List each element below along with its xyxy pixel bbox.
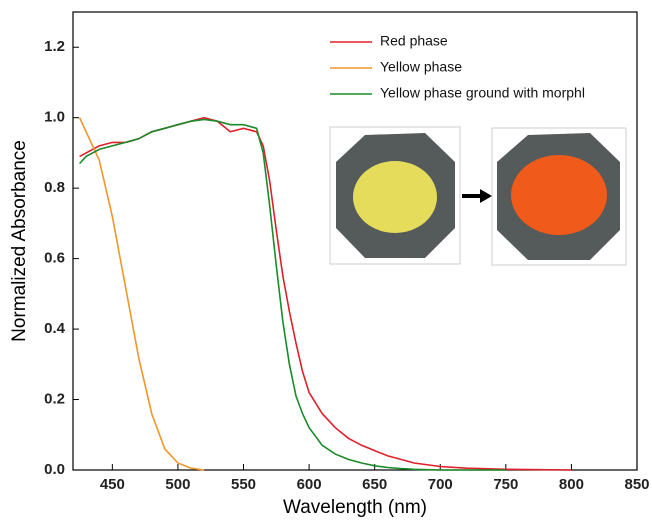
x-tick-label: 700 xyxy=(428,476,453,493)
data-line xyxy=(80,118,205,470)
inset-photos xyxy=(330,127,626,265)
yellow-powder xyxy=(353,161,437,233)
y-tick-label: 0.0 xyxy=(44,461,65,478)
orange-powder xyxy=(511,155,607,235)
x-axis-label: Wavelength (nm) xyxy=(283,497,427,518)
y-tick-label: 1.0 xyxy=(44,109,65,126)
x-tick-label: 550 xyxy=(231,476,256,493)
y-tick-label: 0.2 xyxy=(44,391,65,408)
page: {"chart_data": {"type": "line", "x_label… xyxy=(0,0,652,526)
chart: Wavelength (nm) Normalized Absorbance 45… xyxy=(0,0,652,521)
x-tick-label: 500 xyxy=(165,476,190,493)
y-tick-label: 0.4 xyxy=(44,320,66,337)
x-tick-label: 450 xyxy=(100,476,125,493)
x-tick-label: 850 xyxy=(624,476,649,493)
legend-label: Yellow phase xyxy=(380,59,462,75)
x-tick-label: 600 xyxy=(297,476,322,493)
x-tick-label: 650 xyxy=(362,476,387,493)
x-tick-label: 800 xyxy=(559,476,584,493)
arrow-head xyxy=(480,189,492,203)
x-tick-label: 750 xyxy=(493,476,518,493)
y-tick-label: 0.8 xyxy=(44,179,65,196)
y-tick-label: 1.2 xyxy=(44,38,65,55)
y-tick-label: 0.6 xyxy=(44,250,65,267)
legend-label: Red phase xyxy=(380,33,448,49)
y-axis-label: Normalized Absorbance xyxy=(9,140,30,342)
legend-label: Yellow phase ground with morphl xyxy=(380,85,585,101)
